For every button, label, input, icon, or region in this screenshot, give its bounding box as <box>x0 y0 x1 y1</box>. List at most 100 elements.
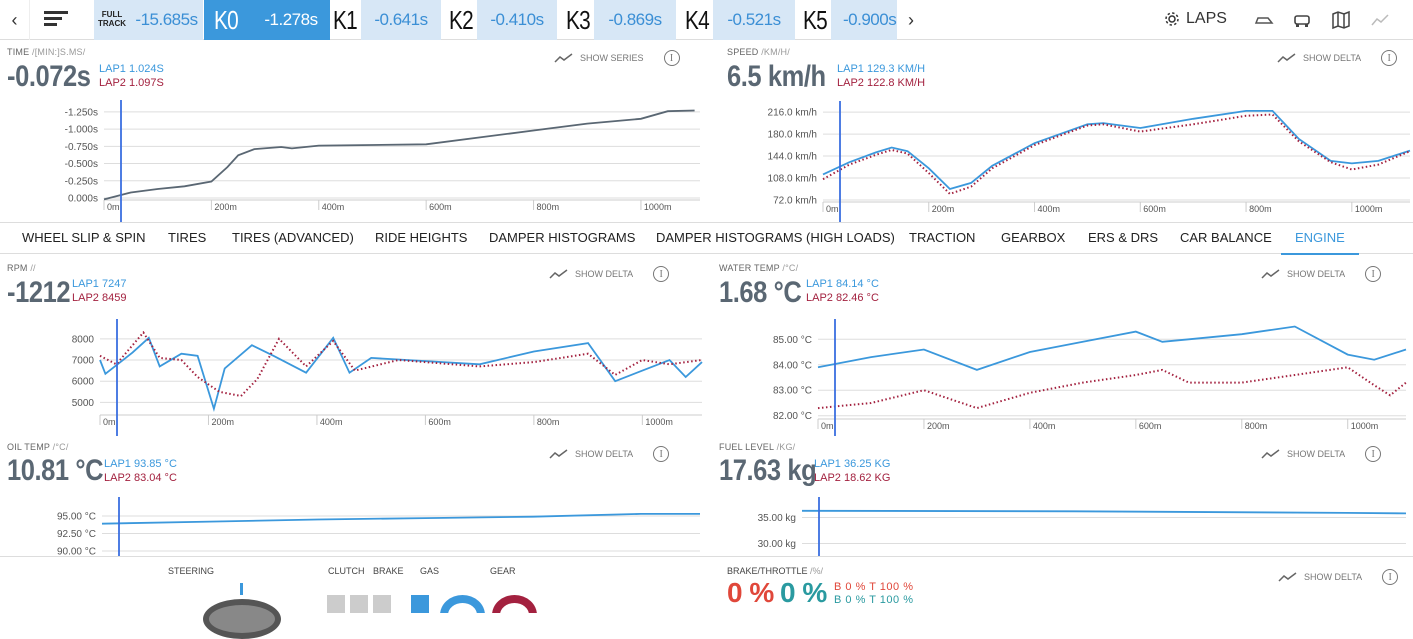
segment-k4[interactable]: K4 -0.521s <box>683 0 795 40</box>
y-tick-label: 72.0 km/h <box>773 196 817 207</box>
tab-damper-histograms-high-loads[interactable]: DAMPER HISTOGRAMS (HIGH LOADS) <box>656 230 895 245</box>
oil-temp-label: OIL TEMP /°C/ <box>7 442 69 452</box>
map-icon[interactable] <box>1331 10 1351 30</box>
segment-k2-name: K2 <box>449 4 474 35</box>
x-tick-label: 400m <box>1038 204 1061 214</box>
segment-k0-value: -1.278s <box>264 10 318 29</box>
oil-show-delta-button[interactable]: SHOW DELTA i <box>549 446 670 462</box>
bt-show-delta-button[interactable]: SHOW DELTA i <box>1278 569 1399 585</box>
segment-k5[interactable]: K5 -0.900s <box>801 0 897 40</box>
y-tick-label: 84.00 °C <box>773 360 812 371</box>
y-tick-label: 95.00 °C <box>57 512 96 523</box>
water-temp-value: 1.68 °C <box>719 276 802 309</box>
rpm-lap1: LAP1 7247 <box>72 278 127 290</box>
x-tick-label: 200m <box>211 417 234 427</box>
tab-ers-drs[interactable]: ERS & DRS <box>1088 230 1159 245</box>
water-temp-lap1: LAP1 84.14 °C <box>806 278 879 290</box>
segment-k5-name: K5 <box>803 4 828 35</box>
car-front-icon[interactable] <box>1292 10 1312 30</box>
fuel-level-panel: FUEL LEVEL /KG/ 17.63 kg LAP1 36.25 KG L… <box>712 436 1413 556</box>
y-tick-label: 30.00 kg <box>758 539 796 550</box>
series-line-lap2 <box>822 113 1411 196</box>
rpm-show-delta-button[interactable]: SHOW DELTA i <box>549 266 670 282</box>
tab-ride-heights[interactable]: RIDE HEIGHTS <box>375 230 468 245</box>
gear-indicator <box>440 595 540 613</box>
tab-gearbox[interactable]: GEARBOX <box>1001 230 1066 245</box>
brake-label: BRAKE <box>373 566 404 576</box>
show-series-button[interactable]: SHOW SERIES i <box>554 50 680 66</box>
y-tick-label: -0.500s <box>65 159 98 170</box>
info-icon[interactable]: i <box>663 50 680 66</box>
x-tick-label: 1000m <box>1351 421 1379 431</box>
x-tick-label: 800m <box>1249 204 1272 214</box>
segment-k2[interactable]: K2 -0.410s <box>447 0 557 40</box>
chart-line-icon[interactable] <box>1370 10 1390 30</box>
segment-k1[interactable]: K1 -0.641s <box>331 0 441 40</box>
rpm-value: -1212 <box>7 276 71 309</box>
segment-k1-name: K1 <box>333 4 358 35</box>
brake-bar-2 <box>373 595 391 613</box>
segment-k0[interactable]: K0 -1.278s <box>204 0 330 40</box>
x-tick-label: 200m <box>932 204 955 214</box>
tab-engine[interactable]: ENGINE <box>1281 223 1359 255</box>
chart-line-icon <box>1277 53 1296 63</box>
clutch-label: CLUTCH <box>328 566 365 576</box>
water-show-delta-button[interactable]: SHOW DELTA i <box>1261 266 1382 282</box>
info-icon[interactable]: i <box>653 446 670 462</box>
y-tick-label: 92.50 °C <box>57 529 96 540</box>
info-icon[interactable]: i <box>653 266 670 282</box>
tab-wheel-slip-spin[interactable]: WHEEL SLIP & SPIN <box>22 230 146 245</box>
x-tick-label: 1000m <box>645 417 673 427</box>
car-side-icon[interactable] <box>1254 10 1274 30</box>
x-tick-label: 400m <box>1033 421 1056 431</box>
x-tick-label: 0m <box>103 417 116 427</box>
fuel-show-delta-button[interactable]: SHOW DELTA i <box>1261 446 1382 462</box>
series-line-main <box>103 109 695 201</box>
menu-icon[interactable] <box>44 8 68 32</box>
full-track-label[interactable]: FULL TRACK <box>94 0 130 40</box>
water-temp-lap2: LAP2 82.46 °C <box>806 292 879 304</box>
tab-traction[interactable]: TRACTION <box>909 230 976 245</box>
y-tick-label: 90.00 °C <box>57 547 96 557</box>
y-tick-label: 5000 <box>72 398 95 409</box>
info-icon[interactable]: i <box>1382 569 1399 585</box>
segment-full-value: -15.685s <box>130 0 203 40</box>
clutch-bar <box>327 595 345 613</box>
brake-value: 0 % <box>727 577 774 608</box>
y-tick-label: 0.000s <box>68 194 98 205</box>
chart-line-icon <box>549 269 568 279</box>
speed-panel: SPEED /KM/H/ 6.5 km/h LAP1 129.3 KM/H LA… <box>720 40 1413 222</box>
oil-temp-lap2: LAP2 83.04 °C <box>104 472 177 484</box>
y-tick-label: 7000 <box>72 356 95 367</box>
gas-bar <box>411 595 429 613</box>
fuel-level-chart: 35.00 kg 30.00 kg <box>758 497 1407 556</box>
water-temp-chart: 85.00 °C 84.00 °C 83.00 °C 82.00 °C 0m 200m 40… <box>773 319 1407 436</box>
x-tick-label: 0m <box>826 204 839 214</box>
info-icon[interactable]: i <box>1365 266 1382 282</box>
rpm-label: RPM // <box>7 263 36 273</box>
segment-k1-value: -0.641s <box>361 0 441 40</box>
gas-label: GAS <box>420 566 440 576</box>
next-chevron-icon[interactable]: › <box>908 9 914 30</box>
tab-tires-advanced[interactable]: TIRES (ADVANCED) <box>232 230 354 245</box>
segment-full[interactable]: -15.685s <box>130 0 203 40</box>
steering-label: STEERING <box>168 566 215 576</box>
tab-car-balance[interactable]: CAR BALANCE <box>1180 230 1272 245</box>
y-tick-label: -0.750s <box>65 142 98 153</box>
x-tick-label: 600m <box>1139 421 1162 431</box>
info-icon[interactable]: i <box>1381 50 1398 66</box>
back-chevron-icon[interactable]: ‹ <box>0 0 30 40</box>
time-lap2: LAP2 1.097S <box>99 77 164 89</box>
y-tick-label: 8000 <box>72 334 95 345</box>
tab-tires[interactable]: TIRES <box>168 230 207 245</box>
y-tick-label: -0.250s <box>65 176 98 187</box>
fuel-level-label: FUEL LEVEL /KG/ <box>719 442 796 452</box>
segment-k3[interactable]: K3 -0.869s <box>564 0 676 40</box>
laps-button[interactable]: LAPS <box>1164 10 1227 28</box>
info-icon[interactable]: i <box>1365 446 1382 462</box>
chart-line-icon <box>1261 269 1280 279</box>
tab-damper-histograms[interactable]: DAMPER HISTOGRAMS <box>489 230 636 245</box>
y-tick-label: 180.0 km/h <box>768 130 817 141</box>
speed-show-delta-button[interactable]: SHOW DELTA i <box>1277 50 1398 66</box>
segment-k4-name: K4 <box>685 4 710 35</box>
